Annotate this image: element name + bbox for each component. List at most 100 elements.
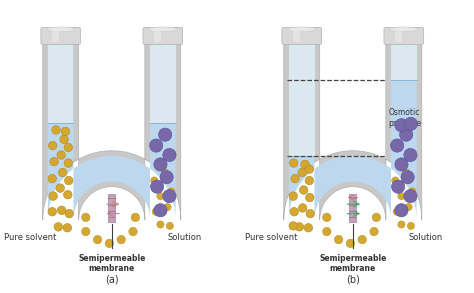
Circle shape <box>152 208 159 215</box>
Circle shape <box>370 227 378 236</box>
Ellipse shape <box>148 27 177 32</box>
Ellipse shape <box>287 27 316 32</box>
Circle shape <box>409 188 416 195</box>
Text: Pure solvent: Pure solvent <box>4 233 56 242</box>
Circle shape <box>105 239 114 248</box>
Circle shape <box>49 192 57 200</box>
Circle shape <box>163 148 176 162</box>
Circle shape <box>395 119 408 132</box>
Circle shape <box>401 171 414 184</box>
Circle shape <box>289 222 298 230</box>
Circle shape <box>304 224 313 232</box>
Circle shape <box>48 141 57 150</box>
Circle shape <box>48 207 56 216</box>
Circle shape <box>395 159 403 167</box>
FancyBboxPatch shape <box>143 28 182 45</box>
Polygon shape <box>284 42 422 220</box>
Circle shape <box>398 221 405 228</box>
Circle shape <box>372 213 381 222</box>
Circle shape <box>392 180 405 193</box>
Circle shape <box>157 193 164 200</box>
Circle shape <box>58 168 67 177</box>
Circle shape <box>158 128 172 141</box>
Ellipse shape <box>46 27 75 32</box>
Circle shape <box>61 127 70 136</box>
Circle shape <box>398 193 405 200</box>
FancyBboxPatch shape <box>391 42 417 80</box>
Circle shape <box>160 171 173 184</box>
Circle shape <box>82 227 90 236</box>
Circle shape <box>322 227 331 236</box>
Text: Pure solvent: Pure solvent <box>245 233 297 242</box>
FancyBboxPatch shape <box>395 30 402 42</box>
Circle shape <box>168 188 175 195</box>
Circle shape <box>64 143 73 152</box>
Circle shape <box>290 207 299 216</box>
Text: (a): (a) <box>105 275 118 285</box>
Circle shape <box>395 158 408 171</box>
Circle shape <box>154 204 167 217</box>
Circle shape <box>392 177 399 184</box>
Circle shape <box>163 190 176 203</box>
Polygon shape <box>48 42 175 220</box>
Circle shape <box>52 126 60 134</box>
Circle shape <box>57 206 66 214</box>
Circle shape <box>322 213 331 222</box>
Circle shape <box>301 160 310 169</box>
Circle shape <box>395 204 408 217</box>
Text: Solution: Solution <box>409 233 443 242</box>
Circle shape <box>289 192 298 200</box>
Circle shape <box>404 117 418 130</box>
Text: Semipermeable
membrane: Semipermeable membrane <box>319 254 386 273</box>
Circle shape <box>393 208 401 215</box>
Circle shape <box>299 204 307 212</box>
Ellipse shape <box>390 27 418 32</box>
Circle shape <box>60 135 68 144</box>
Circle shape <box>63 224 72 232</box>
FancyBboxPatch shape <box>41 28 81 45</box>
Circle shape <box>129 227 137 236</box>
Circle shape <box>64 176 73 185</box>
Circle shape <box>54 223 63 231</box>
Circle shape <box>64 190 72 199</box>
Circle shape <box>291 174 300 183</box>
Text: Semipermeable
membrane: Semipermeable membrane <box>78 254 146 273</box>
FancyBboxPatch shape <box>48 42 73 123</box>
Circle shape <box>164 203 171 211</box>
Circle shape <box>155 159 162 167</box>
Circle shape <box>50 157 58 166</box>
Circle shape <box>407 222 415 229</box>
Circle shape <box>131 213 140 222</box>
Circle shape <box>56 184 64 192</box>
Circle shape <box>57 151 65 159</box>
Circle shape <box>358 235 366 244</box>
Circle shape <box>162 169 169 176</box>
Circle shape <box>306 209 315 218</box>
Polygon shape <box>289 42 417 220</box>
Circle shape <box>166 222 173 229</box>
Circle shape <box>150 139 163 152</box>
FancyBboxPatch shape <box>282 28 321 45</box>
Circle shape <box>391 139 404 152</box>
Circle shape <box>48 174 56 183</box>
Circle shape <box>82 213 90 222</box>
Text: (b): (b) <box>346 275 360 285</box>
Circle shape <box>405 203 412 211</box>
Circle shape <box>151 177 158 184</box>
Circle shape <box>295 223 304 231</box>
Text: Solution: Solution <box>167 233 202 242</box>
Circle shape <box>298 168 307 177</box>
Circle shape <box>93 235 102 244</box>
Circle shape <box>400 128 413 141</box>
Circle shape <box>346 239 355 248</box>
Circle shape <box>157 221 164 228</box>
FancyBboxPatch shape <box>52 30 59 42</box>
Circle shape <box>404 148 417 162</box>
Circle shape <box>306 193 314 202</box>
Circle shape <box>334 235 343 244</box>
Circle shape <box>290 159 298 167</box>
FancyBboxPatch shape <box>150 42 175 123</box>
Circle shape <box>151 180 164 193</box>
FancyBboxPatch shape <box>109 194 115 222</box>
Circle shape <box>117 235 126 244</box>
